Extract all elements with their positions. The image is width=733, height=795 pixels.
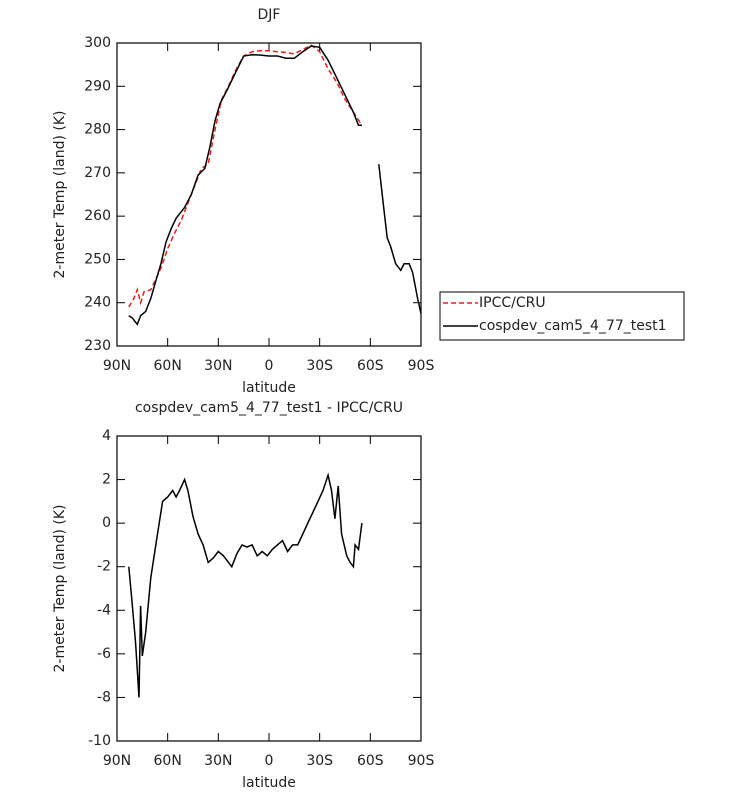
y-tick-label: 300 (84, 35, 111, 51)
x-tick-label: 90N (103, 358, 131, 374)
chart-title: DJF (258, 7, 281, 23)
data-line (128, 45, 422, 326)
legend-label: IPCC/CRU (479, 295, 546, 311)
x-tick-label: 90N (103, 753, 131, 769)
y-tick-label: 250 (84, 251, 111, 267)
x-tick-label: 60S (357, 358, 384, 374)
plot-frame (116, 42, 422, 347)
data-line (128, 472, 363, 698)
x-tick-label: 90S (408, 358, 435, 374)
x-tick-label: 90S (408, 753, 435, 769)
legend-box (439, 291, 685, 341)
y-tick-label: 0 (102, 515, 111, 531)
y-tick-label: -6 (97, 646, 111, 662)
x-tick-label: 60S (357, 753, 384, 769)
x-tick-label: 0 (265, 753, 274, 769)
plot-frame (116, 435, 422, 742)
x-axis-label: latitude (242, 380, 296, 396)
x-tick-label: 0 (265, 358, 274, 374)
y-tick-label: -4 (97, 602, 111, 618)
legend-label: cospdev_cam5_4_77_test1 (479, 318, 667, 334)
y-tick-label: 260 (84, 208, 111, 224)
x-tick-label: 30S (306, 358, 333, 374)
y-tick-label: 2 (102, 472, 111, 488)
y-tick-label: -10 (88, 733, 111, 749)
x-axis-label: latitude (242, 775, 296, 791)
x-tick-label: 30N (204, 753, 232, 769)
x-tick-label: 60N (154, 358, 182, 374)
y-tick-label: -8 (97, 689, 111, 705)
y-tick-label: 230 (84, 338, 111, 354)
y-tick-label: 270 (84, 165, 111, 181)
y-axis-label: 2-meter Temp (land) (K) (52, 111, 68, 279)
x-tick-label: 60N (154, 753, 182, 769)
y-tick-label: 290 (84, 78, 111, 94)
data-line (128, 44, 363, 308)
x-tick-label: 30N (204, 358, 232, 374)
chart-title: cospdev_cam5_4_77_test1 - IPCC/CRU (135, 400, 403, 416)
x-tick-label: 30S (306, 753, 333, 769)
y-tick-label: 4 (102, 428, 111, 444)
y-tick-label: 240 (84, 295, 111, 311)
y-axis-label: 2-meter Temp (land) (K) (52, 505, 68, 673)
y-tick-label: -2 (97, 559, 111, 575)
y-tick-label: 280 (84, 122, 111, 138)
